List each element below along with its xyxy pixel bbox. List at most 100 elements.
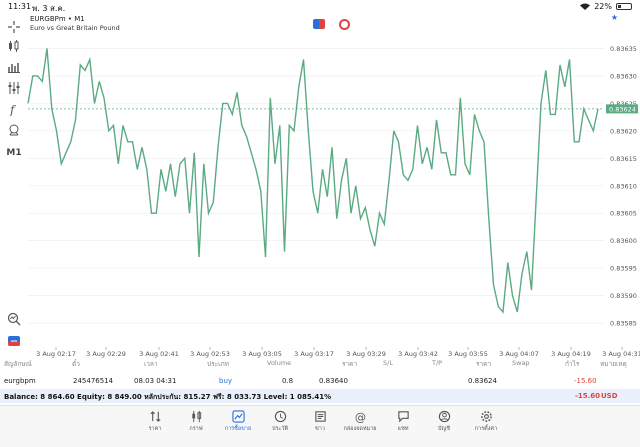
nav-news[interactable]: ข่าว <box>296 410 344 433</box>
x-tick-label: 3 Aug 02:29 <box>86 350 126 358</box>
timeframe-m1[interactable]: M1 <box>6 148 22 158</box>
y-tick-label: 0.83625 <box>610 100 637 108</box>
y-tick-label: 0.83615 <box>610 155 637 163</box>
sell-buy-icon[interactable] <box>313 19 325 29</box>
balance-profit: -15.60 <box>575 392 601 400</box>
status-time: 11:31 <box>8 2 32 11</box>
price-tag-label: 0.83624 <box>609 105 636 113</box>
settings-icon <box>480 411 492 422</box>
y-tick-label: 0.83595 <box>610 265 637 273</box>
header-type: ประเภท <box>207 360 229 368</box>
row-ticket: 245476514 <box>73 377 114 385</box>
nav-mailbox-label: กล่องจดหมาย <box>343 426 377 432</box>
row-price: 0.83640 <box>319 377 348 385</box>
nav-news-label: ข่าว <box>315 426 325 432</box>
bar-chart-icon[interactable] <box>4 58 24 76</box>
status-bar: 11:31 พ. 3 ส.ค. 22% <box>0 0 640 14</box>
row-time: 08.03 04:31 <box>134 377 177 385</box>
x-tick-label: 3 Aug 02:41 <box>139 350 179 358</box>
x-tick-label: 3 Aug 03:17 <box>294 350 334 358</box>
y-tick-label: 0.83630 <box>610 72 637 80</box>
battery-icon <box>616 3 632 10</box>
table-row[interactable]: eurgbpm 245476514 08.03 04:31 buy 0.8 0.… <box>0 374 640 388</box>
chart-description: Euro vs Great Britain Pound <box>30 24 120 32</box>
nav-charts-label: กราฟ <box>189 426 203 432</box>
nav-history[interactable]: ประวัติ <box>256 410 304 433</box>
x-tick-label: 3 Aug 02:53 <box>190 350 230 358</box>
row-volume: 0.8 <box>282 377 294 385</box>
status-right: 22% <box>580 2 632 11</box>
nav-trade[interactable]: การซื้อขาย <box>214 410 262 433</box>
y-tick-label: 0.83610 <box>610 182 637 190</box>
chart-type-icon[interactable] <box>4 37 24 55</box>
quotes-icon <box>149 411 161 422</box>
nav-chat[interactable]: แชท <box>379 410 427 433</box>
price-tag <box>606 104 638 114</box>
y-tick-label: 0.83635 <box>610 45 637 53</box>
y-tick-label: 0.83590 <box>610 292 637 300</box>
balance-summary: Balance: 8 864.60 Equity: 8 849.00 หลักป… <box>4 393 332 401</box>
x-tick-label: 3 Aug 03:55 <box>448 350 488 358</box>
nav-mailbox[interactable]: @ กล่องจดหมาย <box>336 410 384 433</box>
nav-account[interactable]: บัญชี <box>420 410 468 433</box>
header-profit: กำไร <box>565 360 580 368</box>
price-line <box>27 48 599 314</box>
price-chart[interactable]: 0.83635 0.83630 0.83625 0.83620 0.83615 0.836… <box>0 0 640 360</box>
row-current-price: 0.83624 <box>468 377 497 385</box>
mailbox-icon: @ <box>354 411 365 423</box>
oneclick-trade-icon[interactable] <box>339 19 350 30</box>
nav-settings[interactable]: การตั้งค่า <box>462 410 510 433</box>
svg-text:f: f <box>9 103 17 116</box>
y-tick-label: 0.83620 <box>610 127 637 135</box>
header-swap: Swap <box>512 359 530 367</box>
nav-trade-label: การซื้อขาย <box>224 426 252 432</box>
bottom-nav: ราคา กราฟ การซื้อขาย ประวัติ ข่าว @ กล่อ… <box>0 405 640 447</box>
x-tick-label: 3 Aug 04:07 <box>499 350 539 358</box>
balance-bar: Balance: 8 864.60 Equity: 8 849.00 หลักป… <box>0 389 640 403</box>
oneclick-icon[interactable] <box>4 332 24 350</box>
account-icon <box>438 410 450 423</box>
header-ticket: ตั๋ว <box>72 360 80 368</box>
header-tp: T/P <box>432 359 443 367</box>
x-tick-label: 3 Aug 04:19 <box>551 350 591 358</box>
history-icon <box>274 410 286 423</box>
header-symbol: สัญลักษณ์ <box>4 360 32 368</box>
header-sl: S/L <box>383 359 393 367</box>
trade-icon <box>231 410 245 423</box>
y-tick-label: 0.83605 <box>610 210 637 218</box>
indicators-icon[interactable] <box>4 79 24 97</box>
x-tick-label: 3 Aug 02:17 <box>36 350 76 358</box>
crosshair-icon[interactable] <box>4 18 24 36</box>
balance-currency: USD <box>601 392 618 400</box>
header-price: ราคา <box>342 360 358 368</box>
row-symbol: eurgbpm <box>4 377 36 385</box>
header-current-price: ราคา <box>476 360 492 368</box>
y-tick-label: 0.83585 <box>610 320 637 328</box>
x-tick-label: 3 Aug 03:42 <box>398 350 438 358</box>
x-tick-label: 3 Aug 03:29 <box>346 350 386 358</box>
x-tick-label: 3 Aug 03:05 <box>242 350 282 358</box>
header-comment: หมายเหตุ <box>600 360 627 368</box>
left-toolbar: f M1 <box>0 14 28 349</box>
y-tick-label: 0.83600 <box>610 237 637 245</box>
header-time: เวลา <box>144 360 158 368</box>
header-volume: Volume <box>267 359 292 367</box>
zoom-icon[interactable] <box>4 310 24 328</box>
x-tick-label: 3 Aug 04:31 <box>602 350 640 358</box>
nav-charts[interactable]: กราฟ <box>172 410 220 433</box>
objects-icon[interactable] <box>4 121 24 139</box>
row-type: buy <box>219 377 233 385</box>
chat-icon <box>397 411 409 423</box>
nav-account-label: บัญชี <box>438 426 450 432</box>
chart-symbol: EURGBPm • M1 <box>30 15 85 23</box>
charts-icon <box>191 410 201 423</box>
svg-text:@: @ <box>354 411 365 423</box>
row-profit: -15.60 <box>574 377 597 385</box>
status-date: พ. 3 ส.ค. <box>32 4 66 13</box>
battery-percent: 22% <box>594 2 612 11</box>
nav-history-label: ประวัติ <box>271 426 289 432</box>
nav-quotes[interactable]: ราคา <box>131 410 179 433</box>
function-icon[interactable]: f <box>4 100 24 118</box>
favorite-icon[interactable]: ★ <box>610 13 618 22</box>
nav-settings-label: การตั้งค่า <box>474 426 498 432</box>
